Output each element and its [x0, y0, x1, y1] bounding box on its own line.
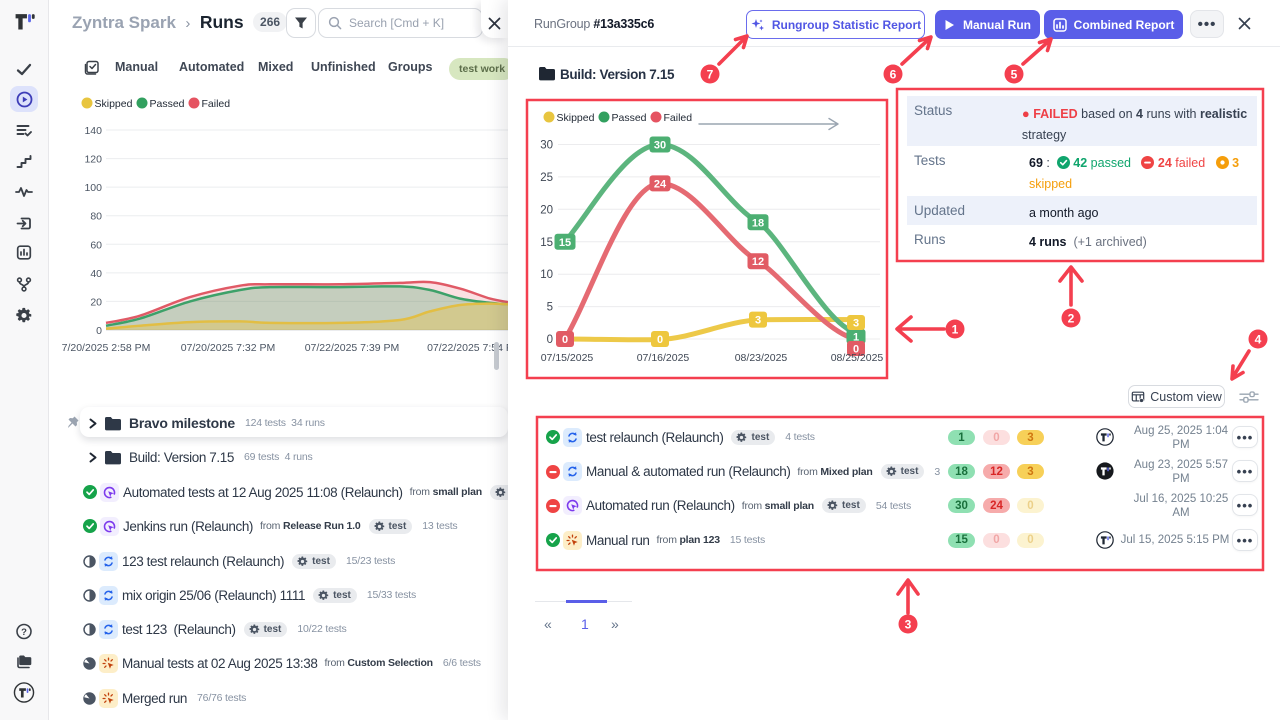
svg-text:10: 10: [540, 269, 553, 281]
svg-text:0: 0: [547, 334, 553, 346]
svg-text:Failed: Failed: [202, 98, 231, 110]
svg-text:100: 100: [84, 182, 102, 194]
svg-text:24: 24: [654, 178, 667, 190]
svg-text:15: 15: [540, 237, 553, 249]
svg-text:40: 40: [90, 268, 102, 280]
svg-text:Passed: Passed: [612, 112, 647, 124]
svg-text:07/22/2025 7:39 PM: 07/22/2025 7:39 PM: [305, 342, 400, 354]
svg-text:120: 120: [84, 154, 102, 166]
svg-text:60: 60: [90, 239, 102, 251]
svg-text:30: 30: [654, 140, 666, 152]
svg-text:6: 6: [890, 68, 897, 82]
svg-text:20: 20: [540, 204, 553, 216]
svg-text:?: ?: [21, 627, 27, 638]
svg-text:140: 140: [84, 125, 102, 137]
svg-text:30: 30: [540, 140, 553, 152]
svg-text:0: 0: [562, 334, 568, 346]
svg-text:15: 15: [559, 237, 571, 249]
svg-text:18: 18: [752, 217, 764, 229]
svg-text:0: 0: [853, 344, 859, 356]
svg-text:4: 4: [1255, 333, 1262, 347]
svg-text:0: 0: [96, 325, 102, 337]
svg-text:Passed: Passed: [150, 98, 185, 110]
svg-text:1: 1: [853, 332, 859, 344]
svg-text:7: 7: [707, 68, 714, 82]
svg-text:5: 5: [547, 302, 553, 314]
svg-text:0: 0: [657, 334, 663, 346]
svg-text:Failed: Failed: [664, 112, 693, 124]
svg-text:12: 12: [752, 256, 764, 268]
svg-text:5: 5: [1011, 68, 1018, 82]
svg-text:2: 2: [1068, 312, 1075, 326]
svg-text:08/25/2025: 08/25/2025: [831, 352, 884, 364]
svg-text:Skipped: Skipped: [557, 112, 595, 124]
svg-text:07/16/2025: 07/16/2025: [637, 352, 690, 364]
svg-text:20: 20: [90, 296, 102, 308]
svg-text:80: 80: [90, 211, 102, 223]
svg-text:3: 3: [853, 318, 859, 330]
svg-text:07/20/2025 7:32 PM: 07/20/2025 7:32 PM: [181, 342, 276, 354]
svg-text:08/23/2025: 08/23/2025: [735, 352, 788, 364]
svg-text:3: 3: [755, 315, 761, 327]
svg-text:07/22/2025 7:54 P: 07/22/2025 7:54 P: [427, 342, 508, 354]
svg-text:7/20/2025 2:58 PM: 7/20/2025 2:58 PM: [62, 342, 151, 354]
svg-text:1: 1: [952, 323, 959, 337]
svg-text:3: 3: [905, 618, 912, 632]
svg-text:25: 25: [540, 172, 553, 184]
svg-text:Skipped: Skipped: [95, 98, 133, 110]
svg-text:07/15/2025: 07/15/2025: [541, 352, 594, 364]
